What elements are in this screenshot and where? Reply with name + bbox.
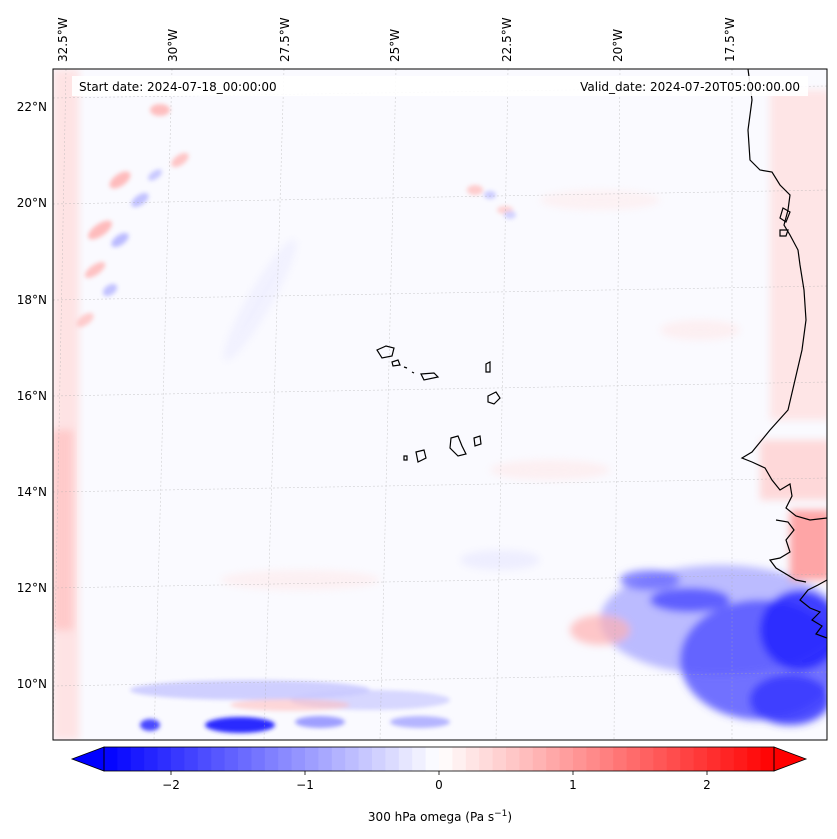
start-date-label: Start date: 2024-07-18_00:00:00 (79, 80, 277, 94)
colorbar-tick-label: −2 (162, 778, 180, 792)
colorbar-segment (693, 747, 708, 771)
colorbar-label: 300 hPa omega (Pa s−1) (368, 809, 512, 824)
lon-tick-label: 27.5°W (278, 17, 292, 62)
map-panel: Start date: 2024-07-18_00:00:00 Valid_da… (52, 68, 828, 741)
lat-tick-label: 10°N (17, 677, 47, 691)
longitude-labels: 32.5°W 30°W 27.5°W 25°W 22.5°W 20°W 17.5… (56, 17, 737, 62)
colorbar-segment (144, 747, 159, 771)
colorbar-segment (197, 747, 212, 771)
colorbar-segment (439, 747, 453, 771)
colorbar-segment (573, 747, 587, 771)
colorbar-segment (747, 747, 762, 771)
colorbar-ticks: −2 −1 0 1 2 (162, 771, 711, 792)
lat-tick-label: 14°N (17, 485, 47, 499)
colorbar-segment (305, 747, 319, 771)
colorbar-segment (251, 747, 266, 771)
lon-tick-label: 20°W (611, 29, 625, 62)
colorbar-segment (184, 747, 199, 771)
colorbar-segment (506, 747, 520, 771)
colorbar-segment (613, 747, 628, 771)
latitude-labels: 22°N 20°N 18°N 16°N 14°N 12°N 10°N (17, 100, 47, 691)
map-frame (52, 68, 828, 741)
colorbar-tick-label: −1 (296, 778, 314, 792)
colorbar-segment (532, 747, 547, 771)
colorbar-segment (398, 747, 413, 771)
lat-tick-label: 20°N (17, 196, 47, 210)
colorbar-segment (425, 747, 440, 771)
lon-tick-label: 17.5°W (723, 17, 737, 62)
colorbar-max-extension (773, 746, 808, 772)
lat-tick-label: 22°N (17, 100, 47, 114)
colorbar-segment (171, 747, 185, 771)
colorbar-segment (586, 747, 601, 771)
colorbar-segment (211, 747, 226, 771)
lon-tick-label: 30°W (166, 29, 180, 62)
lon-tick-label: 25°W (388, 29, 402, 62)
colorbar-segment (666, 747, 681, 771)
colorbar-segment (653, 747, 668, 771)
africa-coastline (740, 69, 827, 521)
graticule (53, 69, 827, 740)
colorbar-segment (546, 747, 561, 771)
colorbar-segment (224, 747, 239, 771)
colorbar-tick-label: 2 (703, 778, 711, 792)
colorbar-segment (278, 747, 293, 771)
colorbar-min-extension (70, 746, 105, 772)
colorbar-segment (680, 747, 695, 771)
colorbar-segment (372, 747, 386, 771)
colorbar-segment (264, 747, 279, 771)
colorbar-segment (291, 747, 306, 771)
lat-tick-label: 16°N (17, 389, 47, 403)
colorbar-tick-label: 0 (435, 778, 443, 792)
colorbar-segment (707, 747, 721, 771)
valid-date-label: Valid_date: 2024-07-20T05:00:00.00 (580, 80, 800, 94)
senegal-guinea-coast (799, 579, 827, 639)
colorbar-segment (331, 747, 346, 771)
coastlines (740, 69, 827, 639)
colorbar-segment (465, 747, 480, 771)
colorbar-segment (519, 747, 534, 771)
colorbar-segment (117, 747, 132, 771)
colorbar-segment (640, 747, 654, 771)
colorbar-segment (492, 747, 507, 771)
colorbar-segment (599, 747, 614, 771)
colorbar-segment (358, 747, 373, 771)
colorbar-segment (345, 747, 360, 771)
cape-verde-islands (376, 345, 501, 463)
colorbar-segment (130, 747, 145, 771)
colorbar-segment (720, 747, 735, 771)
colorbar-segment (760, 747, 775, 771)
colorbar-tick-label: 1 (569, 778, 577, 792)
colorbar-segment (157, 747, 172, 771)
colorbar-segment (559, 747, 574, 771)
colorbar-segment (733, 747, 748, 771)
colorbar-segment (452, 747, 467, 771)
lon-tick-label: 32.5°W (56, 17, 70, 62)
colorbar-segment (479, 747, 494, 771)
colorbar-segment (412, 747, 427, 771)
colorbar: −2 −1 0 1 2 300 hPa omega (Pa s−1) (70, 746, 808, 824)
lon-tick-label: 22.5°W (500, 17, 514, 62)
colorbar-segments (104, 747, 775, 771)
colorbar-segment (238, 747, 252, 771)
colorbar-segment (318, 747, 333, 771)
colorbar-segment (104, 747, 118, 771)
lat-tick-label: 18°N (17, 293, 47, 307)
colorbar-segment (626, 747, 641, 771)
lat-tick-label: 12°N (17, 581, 47, 595)
colorbar-segment (385, 747, 400, 771)
